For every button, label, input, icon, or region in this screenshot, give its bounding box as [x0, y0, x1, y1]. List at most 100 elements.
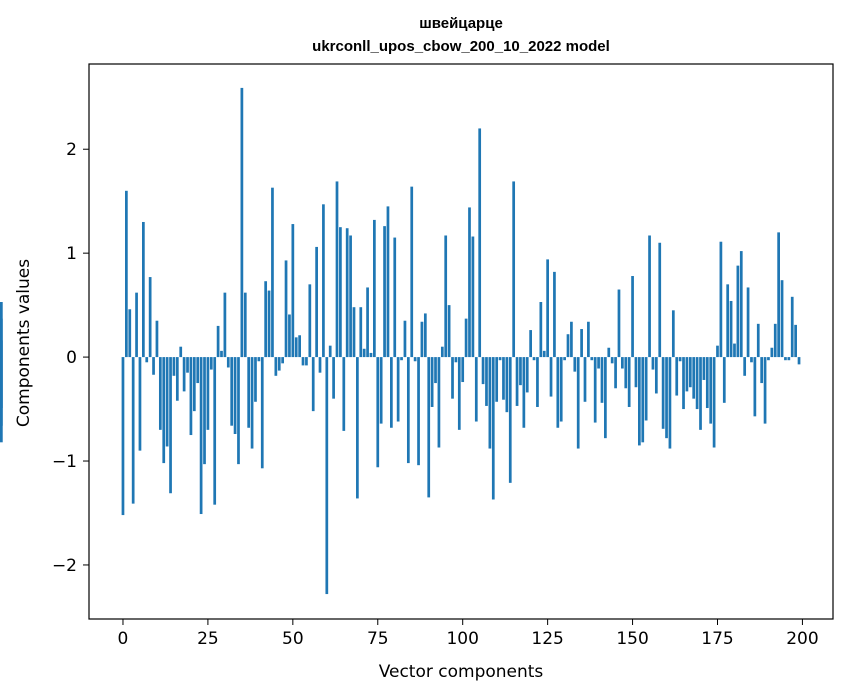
bar: [271, 187, 274, 358]
bar: [152, 357, 155, 375]
bar: [488, 357, 492, 449]
bar: [335, 181, 339, 358]
bar: [702, 357, 706, 380]
bar: [539, 302, 543, 358]
x-tick-label: 175: [701, 629, 733, 649]
bar: [631, 276, 634, 358]
bar: [148, 277, 152, 358]
x-tick-label: 125: [531, 629, 563, 649]
bar: [556, 357, 560, 428]
bar: [254, 357, 257, 402]
bar: [209, 357, 213, 370]
bar: [288, 314, 291, 358]
bar: [305, 357, 308, 366]
bar: [644, 357, 648, 421]
plot-frame: [88, 63, 834, 620]
x-tick-label: 75: [367, 629, 389, 649]
bar: [403, 320, 407, 358]
bar: [233, 357, 237, 434]
bar: [614, 357, 617, 389]
bar: [162, 357, 166, 464]
bar: [366, 287, 369, 358]
bar: [457, 357, 461, 430]
bar: [671, 310, 675, 358]
bar: [135, 292, 138, 358]
bar: [298, 335, 301, 358]
bar: [753, 357, 757, 417]
bar: [291, 224, 295, 358]
bar: [0, 318, 3, 358]
bar: [760, 357, 764, 384]
bar: [790, 296, 794, 358]
bar: [709, 357, 713, 424]
bar: [131, 357, 135, 504]
bar: [274, 357, 278, 376]
bar: [777, 232, 780, 358]
bar: [192, 357, 196, 412]
x-tick-label: 0: [118, 629, 129, 649]
bar: [705, 357, 709, 409]
bar: [352, 307, 356, 358]
bar: [763, 357, 767, 424]
bar: [121, 357, 125, 516]
bar: [617, 289, 621, 358]
bar: [590, 357, 594, 361]
bar: [444, 235, 448, 358]
bar: [356, 357, 359, 499]
bar: [787, 357, 791, 361]
y-axis-ticks: −2 −1 0 1 2: [52, 140, 89, 576]
bar: [437, 357, 441, 448]
bar: [325, 357, 329, 595]
bar: [563, 357, 566, 361]
bar: [169, 357, 172, 494]
x-tick-label: 25: [197, 629, 219, 649]
y-tick-label: 0: [66, 348, 77, 368]
bar: [474, 357, 478, 422]
bar: [247, 357, 251, 428]
chart-subtitle: ukrconll_upos_cbow_200_10_2022 model: [312, 38, 610, 55]
bar: [794, 324, 797, 358]
bar: [427, 357, 431, 498]
bar: [284, 260, 288, 358]
bar: [733, 343, 736, 358]
bar: [430, 357, 434, 407]
bar: [583, 357, 587, 402]
bars-group: [0, 87, 801, 595]
bar: [461, 357, 465, 383]
bar: [515, 357, 519, 406]
bar: [383, 226, 386, 358]
bar: [390, 357, 393, 428]
bar: [756, 323, 760, 358]
y-tick-label: −2: [52, 556, 77, 576]
bar: [593, 357, 597, 423]
bar: [322, 204, 325, 358]
bar: [767, 357, 770, 361]
bar: [410, 186, 414, 358]
bar: [206, 357, 210, 430]
bar: [522, 357, 526, 428]
bar: [651, 357, 655, 370]
bar: [413, 357, 417, 362]
bar: [451, 357, 454, 399]
bar: [339, 227, 342, 358]
bar: [688, 357, 692, 388]
y-tick-label: 1: [66, 244, 77, 264]
bar: [481, 357, 485, 385]
bar: [318, 357, 322, 373]
bar: [420, 321, 424, 358]
bar: [464, 318, 468, 358]
bar: [573, 357, 577, 372]
bar: [604, 357, 607, 439]
bar: [471, 236, 475, 358]
bar: [138, 357, 142, 451]
bar: [257, 357, 261, 362]
bar: [712, 357, 716, 448]
x-axis-label: Vector components: [379, 662, 544, 682]
bar: [621, 357, 624, 369]
bar: [624, 357, 628, 389]
bar: [553, 271, 556, 358]
bar: [638, 357, 641, 446]
bar: [512, 181, 516, 358]
